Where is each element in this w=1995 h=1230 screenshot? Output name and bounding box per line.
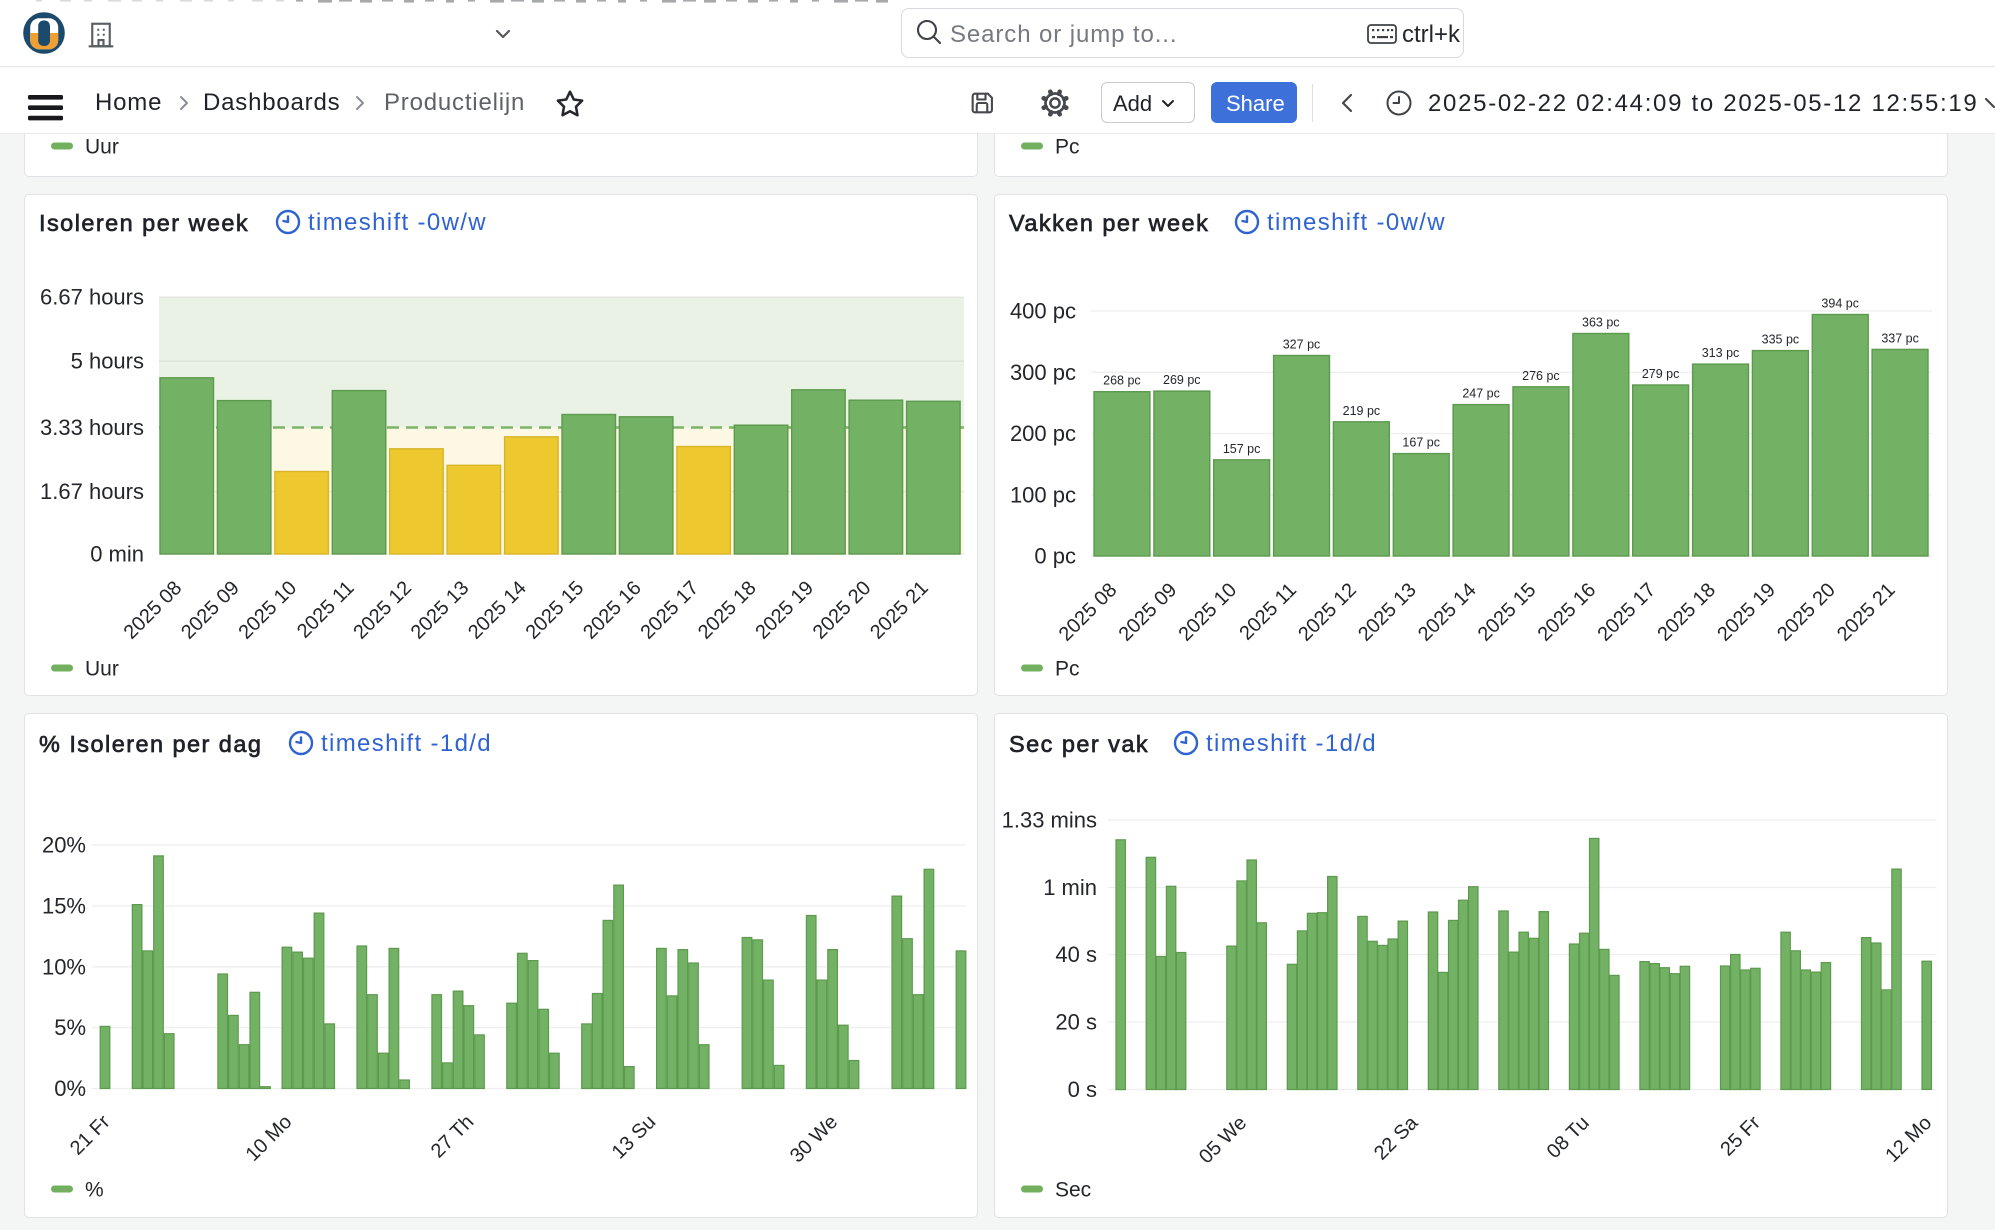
svg-text:2025 18: 2025 18 [694,577,761,644]
svg-text:276 pc: 276 pc [1522,369,1560,383]
svg-text:2025 19: 2025 19 [1713,579,1780,646]
svg-text:167 pc: 167 pc [1402,436,1440,450]
svg-text:21 Fr: 21 Fr [66,1111,115,1160]
svg-text:08 Tu: 08 Tu [1543,1112,1594,1163]
svg-text:400 pc: 400 pc [1010,299,1076,324]
svg-text:247 pc: 247 pc [1462,387,1500,401]
svg-text:3.33 hours: 3.33 hours [40,415,144,440]
svg-text:Vakken per week: Vakken per week [1009,210,1209,236]
svg-text:22 Sa: 22 Sa [1370,1111,1423,1164]
svg-text:Pc: Pc [1055,658,1080,681]
svg-text:2025 15: 2025 15 [522,577,589,644]
svg-text:6.67 hours: 6.67 hours [40,285,144,310]
svg-text:13 Su: 13 Su [608,1111,661,1164]
svg-text:269 pc: 269 pc [1163,373,1201,387]
svg-text:10 Mo: 10 Mo [242,1111,297,1166]
svg-text:12 Mo: 12 Mo [1881,1112,1936,1167]
svg-text:300 pc: 300 pc [1010,360,1076,385]
svg-text:%: % [85,1179,104,1202]
svg-text:2025 20: 2025 20 [1773,579,1840,646]
svg-text:2025 11: 2025 11 [293,577,359,643]
svg-text:5%: 5% [54,1015,86,1040]
svg-text:0 pc: 0 pc [1034,544,1076,569]
svg-text:2025 14: 2025 14 [464,577,531,644]
svg-text:2025 21: 2025 21 [1833,579,1900,646]
svg-text:200 pc: 200 pc [1010,421,1076,446]
svg-text:0%: 0% [54,1076,86,1101]
svg-text:05 We: 05 We [1195,1112,1251,1168]
svg-text:1.67 hours: 1.67 hours [40,479,144,504]
svg-text:2025 08: 2025 08 [120,577,187,644]
svg-text:20 s: 20 s [1055,1010,1097,1035]
svg-text:100 pc: 100 pc [1010,482,1076,507]
svg-text:1.33 mins: 1.33 mins [1002,808,1097,833]
svg-text:2025 14: 2025 14 [1414,579,1481,646]
svg-text:327 pc: 327 pc [1283,338,1321,352]
svg-text:% Isoleren per dag: % Isoleren per dag [39,731,262,757]
svg-text:2025 16: 2025 16 [1534,579,1601,646]
svg-text:279 pc: 279 pc [1642,367,1680,381]
svg-text:27 Th: 27 Th [427,1111,478,1162]
svg-text:40 s: 40 s [1055,942,1097,967]
svg-text:30 We: 30 We [786,1111,842,1167]
svg-text:2025 10: 2025 10 [234,577,301,644]
svg-text:2025 20: 2025 20 [809,577,876,644]
svg-text:2025 12: 2025 12 [1294,579,1361,646]
svg-text:2025 15: 2025 15 [1474,579,1541,646]
svg-text:2025 17: 2025 17 [636,577,703,644]
svg-text:2025 18: 2025 18 [1653,579,1720,646]
svg-text:394 pc: 394 pc [1821,297,1859,311]
svg-text:337 pc: 337 pc [1881,331,1919,345]
svg-text:2025 08: 2025 08 [1055,579,1122,646]
svg-text:268 pc: 268 pc [1103,374,1141,388]
svg-text:2025 16: 2025 16 [579,577,646,644]
svg-text:Uur: Uur [85,658,119,681]
svg-text:Uur: Uur [85,136,119,159]
svg-text:2025 12: 2025 12 [349,577,416,644]
svg-text:313 pc: 313 pc [1702,346,1740,360]
svg-text:335 pc: 335 pc [1762,333,1800,347]
svg-text:Sec: Sec [1055,1179,1091,1202]
svg-text:157 pc: 157 pc [1223,442,1261,456]
svg-text:20%: 20% [42,833,86,858]
svg-text:2025 13: 2025 13 [1354,579,1421,646]
svg-text:2025 21: 2025 21 [866,577,933,644]
svg-text:2025 10: 2025 10 [1174,579,1241,646]
svg-text:2025 13: 2025 13 [407,577,474,644]
svg-text:2025 19: 2025 19 [751,577,818,644]
svg-text:219 pc: 219 pc [1343,404,1381,418]
svg-text:1 min: 1 min [1043,875,1097,900]
svg-text:0 min: 0 min [90,542,144,567]
svg-text:Isoleren per week: Isoleren per week [39,210,249,236]
svg-text:timeshift -1d/d: timeshift -1d/d [1206,730,1377,757]
svg-text:Pc: Pc [1055,136,1080,159]
svg-text:5 hours: 5 hours [71,349,144,374]
svg-text:0 s: 0 s [1068,1077,1097,1102]
svg-text:363 pc: 363 pc [1582,316,1620,330]
svg-text:2025 11: 2025 11 [1235,579,1301,645]
svg-text:timeshift -0w/w: timeshift -0w/w [308,209,487,236]
svg-text:2025 09: 2025 09 [1115,579,1182,646]
svg-text:timeshift -1d/d: timeshift -1d/d [321,730,492,757]
svg-text:25 Fr: 25 Fr [1716,1112,1765,1161]
svg-text:15%: 15% [42,893,86,918]
svg-text:2025 09: 2025 09 [177,577,244,644]
svg-text:timeshift -0w/w: timeshift -0w/w [1267,209,1446,236]
svg-text:Sec per vak: Sec per vak [1009,731,1149,757]
svg-text:2025 17: 2025 17 [1593,579,1660,646]
svg-text:10%: 10% [42,954,86,979]
